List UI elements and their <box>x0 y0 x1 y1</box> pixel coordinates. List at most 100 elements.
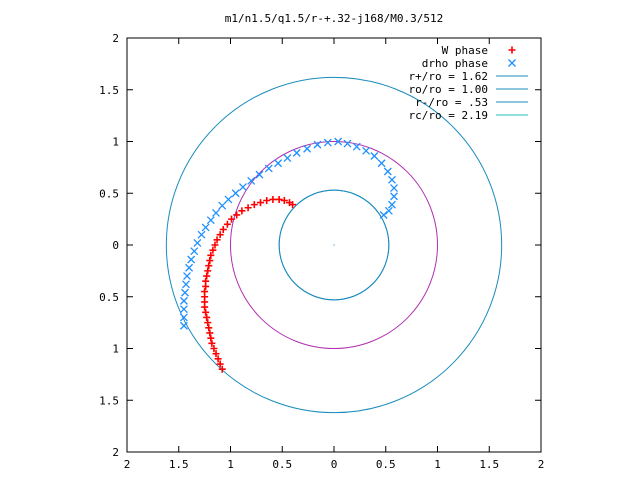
data-point <box>219 225 227 233</box>
data-point <box>210 345 218 352</box>
y-tick-label: 2 <box>112 32 119 45</box>
data-point <box>224 195 233 204</box>
x-tick-label: 0.5 <box>376 458 396 471</box>
data-point <box>206 329 214 337</box>
data-point <box>390 192 398 201</box>
data-point <box>334 137 343 146</box>
data-point <box>203 272 211 280</box>
legend-label: rc/ro = 2.19 <box>409 109 488 122</box>
legend-label: W phase <box>442 44 488 57</box>
data-point <box>223 220 231 228</box>
y-tick-label: 1 <box>112 136 119 149</box>
data-point <box>388 200 396 209</box>
data-point <box>214 355 222 363</box>
data-point <box>247 176 256 185</box>
data-point <box>255 170 264 179</box>
data-point <box>207 334 215 342</box>
data-point <box>213 236 221 244</box>
series-group <box>201 195 297 373</box>
data-point <box>280 196 288 204</box>
x-tick-label: 2 <box>124 458 131 471</box>
data-point <box>264 164 273 173</box>
axis-ticks: 2 1.5 1 0.5 0 0.5 1 1.5 221.510.500.511.52 <box>99 32 544 471</box>
x-tick-label: 1 <box>227 458 234 471</box>
x-tick-label: 1 <box>434 458 441 471</box>
data-point <box>179 296 188 305</box>
data-point <box>212 350 220 358</box>
origin-dot <box>333 244 335 246</box>
reference-circles <box>165 76 503 414</box>
data-point <box>231 189 240 198</box>
data-point <box>206 216 215 225</box>
data-point <box>383 167 392 176</box>
data-point <box>323 138 332 147</box>
reference-circle <box>278 189 390 301</box>
y-tick-label: 0 <box>112 239 119 252</box>
data-point <box>206 257 214 265</box>
data-series <box>179 137 398 373</box>
data-point <box>292 148 301 157</box>
data-point <box>201 223 210 232</box>
legend-label: ro/ro = 1.00 <box>409 83 488 96</box>
x-tick-label: 2 <box>538 458 545 471</box>
data-point <box>228 215 236 223</box>
data-point <box>204 267 212 275</box>
x-tick-label: 0 <box>331 458 338 471</box>
data-point <box>216 231 224 239</box>
data-point <box>204 319 212 327</box>
data-point <box>187 255 196 264</box>
legend-label: r+/ro = 1.62 <box>409 70 488 83</box>
data-point <box>181 288 189 297</box>
data-point <box>362 146 371 155</box>
data-point <box>197 230 206 239</box>
y-tick-label: 1.5 <box>99 84 119 97</box>
legend-label: drho phase <box>422 57 488 70</box>
y-tick-label: 0.5 <box>99 291 119 304</box>
legend-marker <box>508 46 516 54</box>
x-tick-label: 0.5 <box>272 458 292 471</box>
data-point <box>205 262 213 270</box>
plot-frame <box>126 37 542 453</box>
data-point <box>388 175 396 184</box>
legend-label: r-/ro = .53 <box>415 96 488 109</box>
data-point <box>379 211 388 219</box>
data-point <box>218 365 226 373</box>
data-point <box>179 313 188 322</box>
reference-circle <box>165 76 503 414</box>
data-point <box>185 263 194 272</box>
data-point <box>179 305 188 314</box>
data-point <box>370 152 379 160</box>
data-point <box>275 195 283 203</box>
data-point <box>377 159 386 168</box>
data-point <box>257 199 265 207</box>
data-point <box>274 159 283 168</box>
data-point <box>343 139 352 148</box>
data-point <box>179 321 188 330</box>
data-point <box>263 196 271 204</box>
data-point <box>207 251 215 259</box>
data-point <box>250 201 258 209</box>
y-tick-label: 0.5 <box>99 187 119 200</box>
data-point <box>209 246 217 254</box>
x-tick-label: 1.5 <box>479 458 499 471</box>
data-point <box>233 211 241 219</box>
data-point <box>303 144 312 153</box>
data-point <box>203 313 211 321</box>
data-point <box>193 238 202 247</box>
data-point <box>202 308 210 316</box>
data-point <box>352 142 361 151</box>
chart-title: m1/n1.5/q1.5/r-+.32-j168/M0.3/512 <box>225 12 444 25</box>
data-point <box>238 183 247 191</box>
data-point <box>269 195 277 203</box>
data-point <box>202 277 210 285</box>
data-point <box>201 288 209 296</box>
data-point <box>390 184 398 193</box>
data-point <box>212 208 220 217</box>
data-point <box>244 204 252 212</box>
data-point <box>289 201 297 209</box>
y-tick-label: 1.5 <box>99 394 119 407</box>
data-point <box>211 241 219 249</box>
data-point <box>216 360 224 368</box>
